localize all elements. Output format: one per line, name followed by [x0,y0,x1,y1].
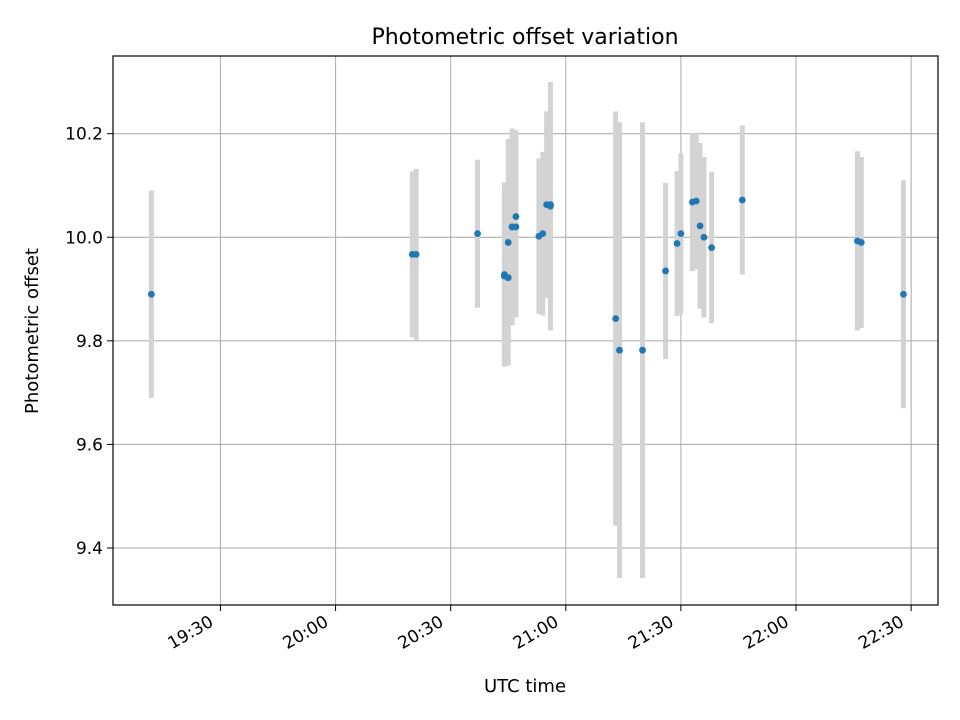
data-points [147,196,907,354]
data-point [512,223,520,231]
x-tick-label: 19:30 [165,612,217,654]
data-point [539,230,547,238]
x-tick-label: 20:00 [280,612,332,654]
data-point [708,244,716,252]
data-point [412,250,420,258]
data-point [547,202,554,210]
data-point [639,346,646,354]
data-point [900,290,907,298]
y-tick-label: 10.2 [65,125,103,145]
data-point [692,197,700,205]
data-point [696,222,704,230]
y-tick-label: 10.0 [65,228,103,248]
x-tick-label: 21:00 [510,612,562,654]
x-tick-label: 21:30 [625,612,677,654]
data-point [857,239,865,246]
y-axis-label: Photometric offset [22,248,43,414]
y-tick-label: 9.6 [76,435,103,455]
plot-area-frame [112,55,939,606]
y-tick-label: 9.4 [76,539,103,559]
data-point [512,213,520,220]
data-point [474,230,481,238]
data-point [616,346,623,354]
data-point [504,239,512,246]
data-point [662,267,669,275]
x-axis-label: UTC time [484,676,566,697]
x-tick-label: 22:00 [740,612,792,654]
y-tick-label: 9.8 [76,332,103,352]
grid-lines [113,56,938,605]
data-point [504,274,512,282]
error-bars [148,81,906,579]
data-point [700,233,708,241]
x-tick-label: 22:30 [855,612,907,654]
data-point [147,290,155,298]
data-point [738,196,746,204]
x-tick-label: 20:30 [395,612,447,654]
data-point [673,240,681,247]
x-axis-ticks: 19:30 20:00 20:30 21:00 21:30 22:00 22:30 [165,605,912,654]
y-axis-ticks: 9.4 9.6 9.8 10.0 10.2 [65,125,113,559]
data-point [677,230,685,238]
chart-title: Photometric offset variation [371,25,678,50]
data-point [612,315,620,322]
